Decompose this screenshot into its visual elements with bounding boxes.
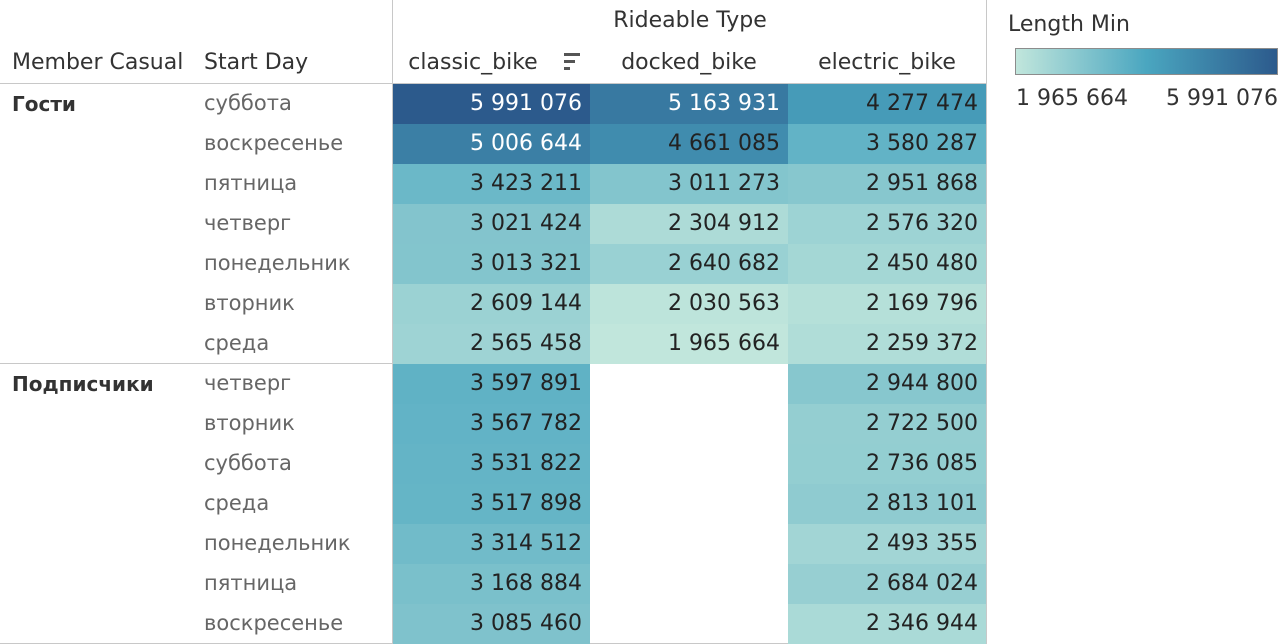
heatmap-cell[interactable]: 2 565 458 — [393, 324, 590, 364]
heatmap-cell[interactable]: 2 944 800 — [788, 364, 986, 404]
row-label-day: четверг — [204, 211, 292, 235]
heatmap-cell[interactable]: 3 314 512 — [393, 524, 590, 564]
rideable-type-header: Rideable Type — [613, 8, 767, 33]
heatmap-cell[interactable]: 4 277 474 — [788, 84, 986, 124]
row-label-day: среда — [204, 491, 270, 515]
heatmap-cell[interactable]: 4 661 085 — [590, 124, 788, 164]
heatmap-cell[interactable]: 2 576 320 — [788, 204, 986, 244]
heatmap-cell[interactable]: 3 021 424 — [393, 204, 590, 244]
heatmap-cell[interactable]: 3 423 211 — [393, 164, 590, 204]
heatmap-cell[interactable]: 3 580 287 — [788, 124, 986, 164]
row-label-day: вторник — [204, 411, 295, 435]
member-casual-header[interactable]: Member Casual — [12, 50, 184, 75]
heatmap-cell[interactable]: 1 965 664 — [590, 324, 788, 364]
heatmap-cell[interactable]: 2 169 796 — [788, 284, 986, 324]
heatmap-cell[interactable]: 2 450 480 — [788, 244, 986, 284]
heatmap-cell[interactable]: 2 951 868 — [788, 164, 986, 204]
heatmap-cell[interactable]: 2 346 944 — [788, 604, 986, 644]
header-divider-left — [392, 0, 393, 644]
heatmap-cell[interactable]: 2 609 144 — [393, 284, 590, 324]
column-header-classic-bike[interactable]: classic_bike — [408, 50, 538, 75]
sort-descending-icon[interactable] — [562, 51, 582, 71]
heatmap-cell[interactable]: 3 013 321 — [393, 244, 590, 284]
group-label-subscribers: Подписчики — [12, 372, 154, 396]
legend-max-label: 5 991 076 — [1166, 86, 1278, 111]
row-label-day: суббота — [204, 91, 292, 115]
header-bottom-rule — [0, 83, 987, 84]
row-label-day: понедельник — [204, 251, 351, 275]
heatmap-cell[interactable]: 2 640 682 — [590, 244, 788, 284]
heatmap-cell[interactable]: 2 722 500 — [788, 404, 986, 444]
start-day-header[interactable]: Start Day — [204, 50, 309, 75]
heatmap-cell[interactable]: 5 163 931 — [590, 84, 788, 124]
row-label-day: воскресенье — [204, 611, 344, 635]
row-label-day: вторник — [204, 291, 295, 315]
heatmap-cell[interactable]: 2 736 085 — [788, 444, 986, 484]
heatmap-cell[interactable]: 3 085 460 — [393, 604, 590, 644]
heatmap-cell[interactable]: 5 991 076 — [393, 84, 590, 124]
row-label-day: четверг — [204, 371, 292, 395]
heatmap-cell[interactable]: 2 259 372 — [788, 324, 986, 364]
legend-title: Length Min — [1008, 12, 1130, 37]
row-label-day: пятница — [204, 571, 298, 595]
heatmap-cell[interactable]: 3 517 898 — [393, 484, 590, 524]
heatmap-cell[interactable]: 3 597 891 — [393, 364, 590, 404]
legend-min-label: 1 965 664 — [1016, 86, 1128, 111]
heatmap-cell[interactable]: 2 813 101 — [788, 484, 986, 524]
heatmap-cell[interactable]: 3 567 782 — [393, 404, 590, 444]
heatmap-cell[interactable]: 3 168 884 — [393, 564, 590, 604]
header-divider-right — [986, 0, 987, 644]
heatmap-cell[interactable]: 3 531 822 — [393, 444, 590, 484]
row-label-day: среда — [204, 331, 270, 355]
heatmap-cell[interactable]: 2 030 563 — [590, 284, 788, 324]
color-legend-bar[interactable] — [1015, 48, 1278, 75]
heatmap-cell[interactable]: 3 011 273 — [590, 164, 788, 204]
group-label-guests: Гости — [12, 92, 76, 116]
column-header-electric-bike[interactable]: electric_bike — [818, 50, 956, 75]
column-header-docked-bike[interactable]: docked_bike — [621, 50, 757, 75]
heatmap-cell[interactable]: 2 304 912 — [590, 204, 788, 244]
heatmap-cell[interactable]: 2 684 024 — [788, 564, 986, 604]
row-label-day: пятница — [204, 171, 298, 195]
row-label-day: понедельник — [204, 531, 351, 555]
row-label-day: воскресенье — [204, 131, 344, 155]
heatmap-cell[interactable]: 5 006 644 — [393, 124, 590, 164]
row-label-day: суббота — [204, 451, 292, 475]
heatmap-cell[interactable]: 2 493 355 — [788, 524, 986, 564]
